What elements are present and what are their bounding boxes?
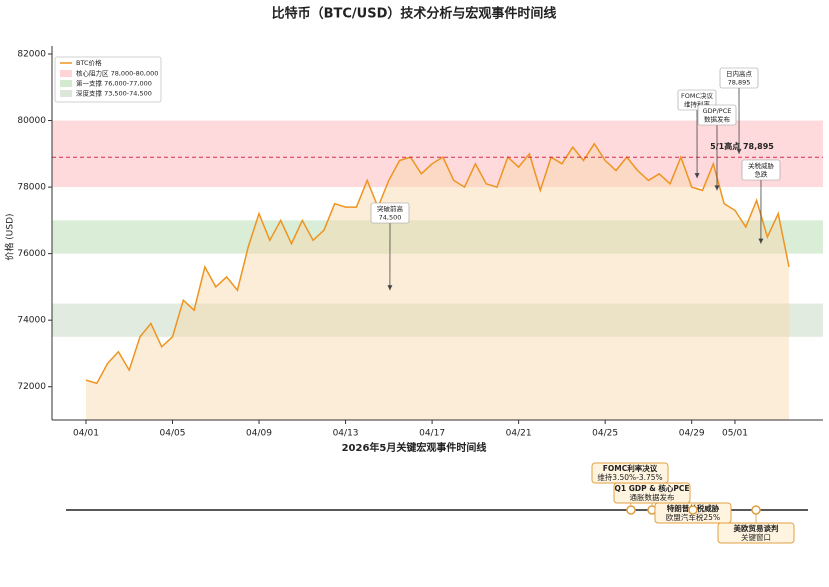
legend-label: 核心阻力区 78,000-80,000 (76, 69, 158, 78)
timeline-title: 2026年5月关键宏观事件时间线 (342, 441, 487, 454)
legend-swatch (60, 90, 72, 97)
y-tick-label: 78000 (17, 183, 46, 193)
area-fill (85, 143, 790, 421)
annotation-text: 78,895 (728, 79, 751, 87)
annotation-box (741, 159, 781, 181)
event-text: FOMC利率决议 (603, 463, 658, 473)
annotation-box (370, 202, 410, 224)
annotation-text: GDP/PCE (703, 107, 732, 115)
x-tick-label: 04/17 (419, 429, 445, 439)
event-marker (626, 505, 636, 515)
event-text: 欧盟汽车税25% (666, 512, 720, 522)
legend-swatch (60, 70, 72, 77)
x-tick-label: 05/01 (722, 429, 748, 439)
annotation-box (719, 67, 759, 89)
arrow-head (736, 148, 742, 154)
annotation-text: 维持利率 (684, 100, 711, 109)
annotation-text: 突破前高 (377, 204, 404, 213)
arrow-head (387, 285, 393, 291)
y-tick-label: 80000 (17, 116, 46, 126)
x-tick-label: 04/29 (679, 429, 705, 439)
legend-box (54, 56, 162, 103)
legend-label: 第一支撑 76,000-77,000 (76, 79, 152, 88)
y-tick-label: 74000 (17, 316, 46, 326)
x-tick-label: 04/25 (592, 429, 618, 439)
annotation-text: 日内高点 (726, 69, 753, 78)
annotation-text: FOMC决议 (681, 91, 714, 100)
event-text: 关键窗口 (741, 532, 771, 542)
event-text: 美欧贸易谈判 (734, 523, 779, 533)
event-text: 通胀数据发布 (630, 492, 675, 502)
event-text: Q1 GDP & 核心PCE (615, 483, 690, 493)
legend-swatch (60, 80, 72, 87)
x-tick-label: 04/09 (246, 429, 272, 439)
price-line (85, 142, 790, 385)
x-tick-label: 04/05 (160, 429, 186, 439)
event-marker (751, 505, 761, 515)
arrow-head (694, 173, 700, 179)
band (52, 120, 823, 188)
legend-label: 深度支撑 73,500-74,500 (76, 89, 152, 98)
y-tick-label: 76000 (17, 249, 46, 259)
annotation-text: 数据发布 (704, 115, 731, 124)
legend-label: BTC价格 (76, 58, 102, 67)
ref-line-label: 5/1高点 78,895 (710, 141, 774, 151)
event-box (613, 482, 691, 504)
y-tick-label: 72000 (17, 382, 46, 392)
event-text: 维持3.50%-3.75% (597, 472, 662, 482)
x-tick-label: 04/21 (506, 429, 532, 439)
chart-title: 比特币（BTC/USD）技术分析与宏观事件时间线 (272, 6, 557, 22)
y-axis-label: 价格 (USD) (4, 213, 16, 260)
annotation-text: 74,500 (379, 214, 402, 222)
annotation-box (697, 104, 737, 126)
arrow-head (758, 238, 764, 244)
x-tick-label: 04/01 (73, 429, 99, 439)
annotation-text: 急跌 (755, 170, 769, 179)
event-box (717, 522, 795, 544)
y-tick-label: 82000 (17, 50, 46, 60)
arrow-head (714, 185, 720, 191)
band (52, 220, 823, 254)
x-tick-label: 04/13 (333, 429, 359, 439)
annotation-text: 关税威胁 (748, 161, 775, 170)
event-marker (688, 505, 698, 515)
